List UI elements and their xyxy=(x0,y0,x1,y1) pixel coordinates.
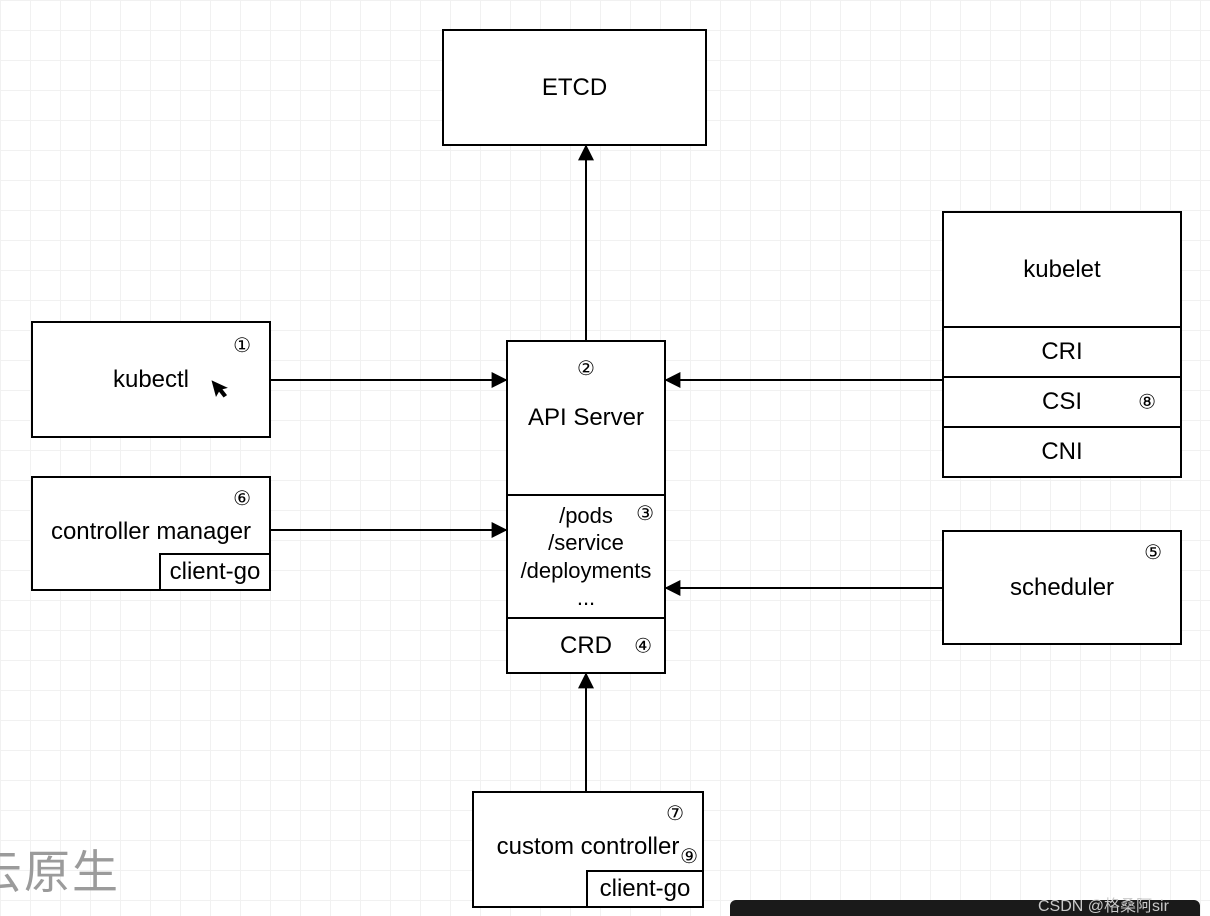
api-res-line-2: /deployments xyxy=(521,557,652,585)
kubelet-csi-label: CSI xyxy=(1042,388,1082,416)
kubelet-cri-label: CRI xyxy=(1041,338,1082,366)
node-controller-manager: controller manager ⑥ client-go xyxy=(31,476,271,591)
node-custom-controller: custom controller ⑦ client-go ⑨ xyxy=(472,791,704,908)
client-go-label-1: client-go xyxy=(170,558,261,586)
kubelet-header: kubelet xyxy=(944,213,1180,326)
kubelet-row-cri: CRI xyxy=(944,326,1180,376)
watermark-text: CSDN @格桑阿sir xyxy=(1038,892,1169,916)
kubelet-row-csi: CSI ⑧ xyxy=(944,376,1180,426)
scheduler-label: scheduler xyxy=(1010,574,1114,602)
api-section-crd: CRD ④ xyxy=(508,617,664,672)
api-res-line-3: ... xyxy=(577,584,595,612)
node-etcd-label: ETCD xyxy=(542,74,607,102)
badge-7: ⑦ xyxy=(666,801,684,826)
controller-manager-label: controller manager xyxy=(33,518,269,546)
badge-4: ④ xyxy=(634,633,652,658)
custom-controller-label: custom controller xyxy=(474,833,702,861)
badge-2: ② xyxy=(577,356,595,381)
badge-1: ① xyxy=(233,333,251,358)
kubelet-row-cni: CNI xyxy=(944,426,1180,476)
api-server-label: API Server xyxy=(528,404,644,432)
node-kubectl-label: kubectl xyxy=(113,366,189,394)
client-go-box-ctrlmgr: client-go xyxy=(159,553,271,591)
api-res-line-0: /pods xyxy=(559,502,613,530)
node-api-server: API Server ② /pods /service /deployments… xyxy=(506,340,666,674)
node-scheduler: scheduler ⑤ xyxy=(942,530,1182,645)
api-res-line-1: /service xyxy=(548,529,624,557)
api-section-main: API Server ② xyxy=(508,342,664,494)
api-crd-label: CRD xyxy=(560,632,612,660)
badge-3: ③ xyxy=(636,502,654,527)
node-kubelet: kubelet CRI CSI ⑧ CNI xyxy=(942,211,1182,478)
node-etcd: ETCD xyxy=(442,29,707,146)
badge-5: ⑤ xyxy=(1144,540,1162,565)
kubelet-label: kubelet xyxy=(1023,256,1100,284)
api-section-resources: /pods /service /deployments ... ③ xyxy=(508,494,664,617)
client-go-label-2: client-go xyxy=(600,875,691,903)
badge-8: ⑧ xyxy=(1138,390,1156,415)
node-kubectl: kubectl ① xyxy=(31,321,271,438)
badge-6: ⑥ xyxy=(233,486,251,511)
kubelet-cni-label: CNI xyxy=(1041,438,1082,466)
corner-text: 云原生 xyxy=(0,836,120,902)
badge-9: ⑨ xyxy=(680,844,698,869)
client-go-box-custom: client-go ⑨ xyxy=(586,870,704,908)
